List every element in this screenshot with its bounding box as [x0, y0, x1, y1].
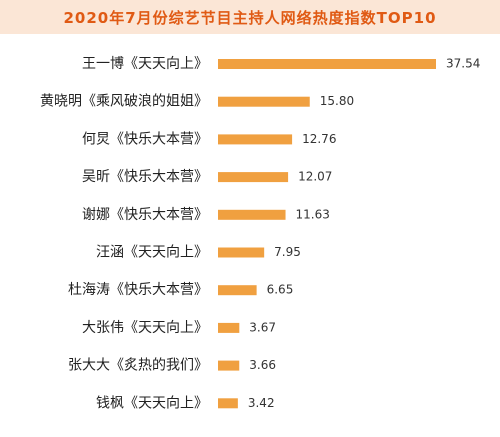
- category-label: 吴昕《快乐大本营》: [82, 169, 208, 185]
- category-label: 大张伟《天天向上》: [82, 320, 208, 336]
- value-label: 3.42: [248, 396, 275, 410]
- value-label: 7.95: [274, 245, 301, 259]
- value-label: 6.65: [267, 283, 294, 297]
- category-label: 杜海涛《快乐大本营》: [68, 282, 208, 298]
- value-label: 15.80: [320, 94, 354, 108]
- category-label: 谢娜《快乐大本营》: [82, 207, 208, 223]
- bar: [218, 134, 293, 145]
- bar: [218, 285, 257, 296]
- bar: [218, 209, 286, 220]
- title-band: 2020年7月份综艺节目主持人网络热度指数TOP10: [0, 0, 500, 34]
- value-label: 11.63: [296, 207, 330, 221]
- value-label: 12.76: [302, 132, 336, 146]
- chart-title: 2020年7月份综艺节目主持人网络热度指数TOP10: [63, 8, 437, 27]
- value-label: 37.54: [446, 57, 480, 71]
- category-label: 汪涵《天天向上》: [96, 245, 208, 261]
- bar: [218, 172, 289, 183]
- bar: [218, 398, 238, 409]
- value-label: 3.67: [249, 320, 276, 334]
- value-label: 12.07: [298, 170, 332, 184]
- category-label: 钱枫《天天向上》: [96, 395, 208, 411]
- value-label: 3.66: [249, 358, 276, 372]
- category-label: 黄晓明《乘风破浪的姐姐》: [40, 93, 208, 110]
- category-label: 张大大《炙热的我们》: [68, 358, 208, 374]
- category-label: 何炅《快乐大本营》: [82, 131, 208, 147]
- bar: [218, 96, 310, 107]
- bar: [218, 247, 265, 258]
- category-label: 王一博《天天向上》: [82, 55, 208, 72]
- bar: [218, 360, 240, 371]
- bar: [218, 322, 240, 333]
- bar: [218, 59, 436, 69]
